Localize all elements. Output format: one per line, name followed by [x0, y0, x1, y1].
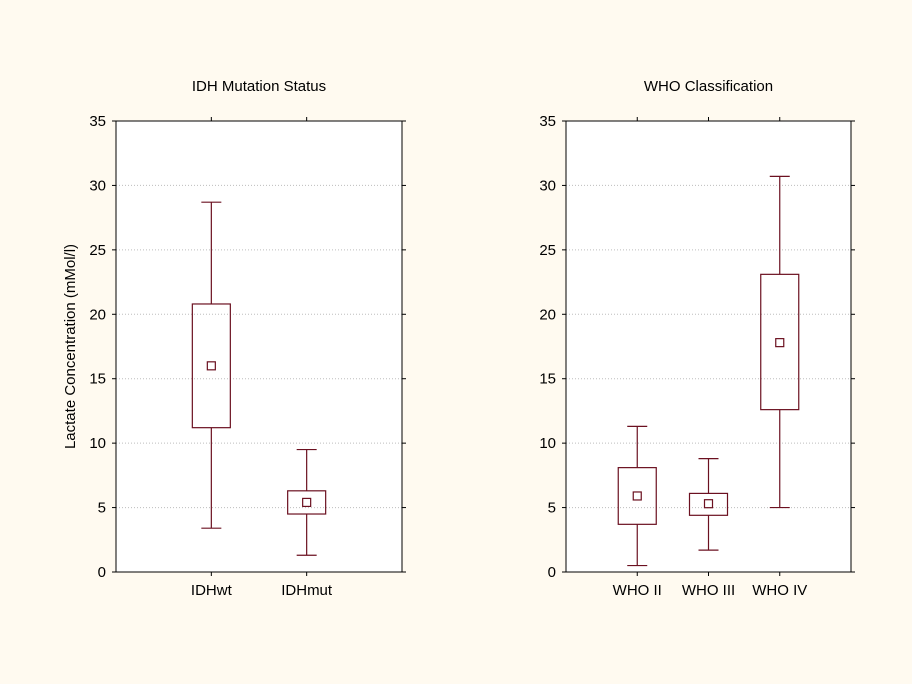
y-tick-label: 25 [539, 242, 556, 259]
x-category-label: WHO IV [752, 582, 807, 599]
y-tick-label: 5 [548, 500, 556, 517]
box-body [617, 467, 657, 525]
chart-title: IDH Mutation Status [192, 78, 326, 95]
y-tick-label: 25 [89, 242, 106, 259]
y-tick-label: 15 [89, 371, 106, 388]
center-marker [775, 338, 785, 348]
box-body [760, 273, 800, 411]
box-idhmut [287, 448, 327, 556]
box-who-iv [760, 175, 800, 509]
box-body [688, 492, 729, 516]
box-who-iii [688, 458, 729, 551]
center-marker [703, 499, 714, 509]
plot-area [566, 121, 851, 572]
y-tick-label: 15 [539, 371, 556, 388]
y-tick-label: 5 [98, 500, 106, 517]
y-tick-label: 35 [89, 113, 106, 130]
chart-panel-1: 0 5 10 15 20 25 30 35 IDHwt IDHmut IDH Mutation St… [62, 78, 406, 599]
center-marker [302, 497, 312, 508]
y-tick-label: 30 [89, 177, 106, 194]
y-tick-label: 35 [539, 113, 556, 130]
plot-area [116, 121, 402, 572]
center-marker [632, 491, 642, 501]
y-tick-label: 0 [98, 564, 106, 581]
y-tick-label: 10 [539, 435, 556, 452]
x-category-label: IDHwt [191, 582, 233, 599]
y-tick-label: 0 [548, 564, 556, 581]
y-tick-label: 20 [89, 306, 106, 323]
box-body [191, 303, 231, 429]
x-category-label: WHO III [682, 582, 735, 599]
box-body [287, 490, 327, 515]
chart-panel-2: 0 5 10 15 20 25 30 35 WHO II WHO III WHO IV WHO Cla… [539, 78, 855, 599]
center-marker [206, 361, 216, 371]
x-category-label: IDHmut [281, 582, 333, 599]
box-idhwt [191, 201, 231, 529]
y-axis-label: Lactate Concentration (mMol/l) [62, 244, 79, 449]
y-tick-label: 30 [539, 177, 556, 194]
plot-frame [115, 120, 403, 573]
y-tick-label: 10 [89, 435, 106, 452]
y-tick-label: 20 [539, 306, 556, 323]
box-who-ii [617, 425, 657, 567]
chart-title: WHO Classification [644, 78, 773, 95]
x-category-label: WHO II [613, 582, 662, 599]
